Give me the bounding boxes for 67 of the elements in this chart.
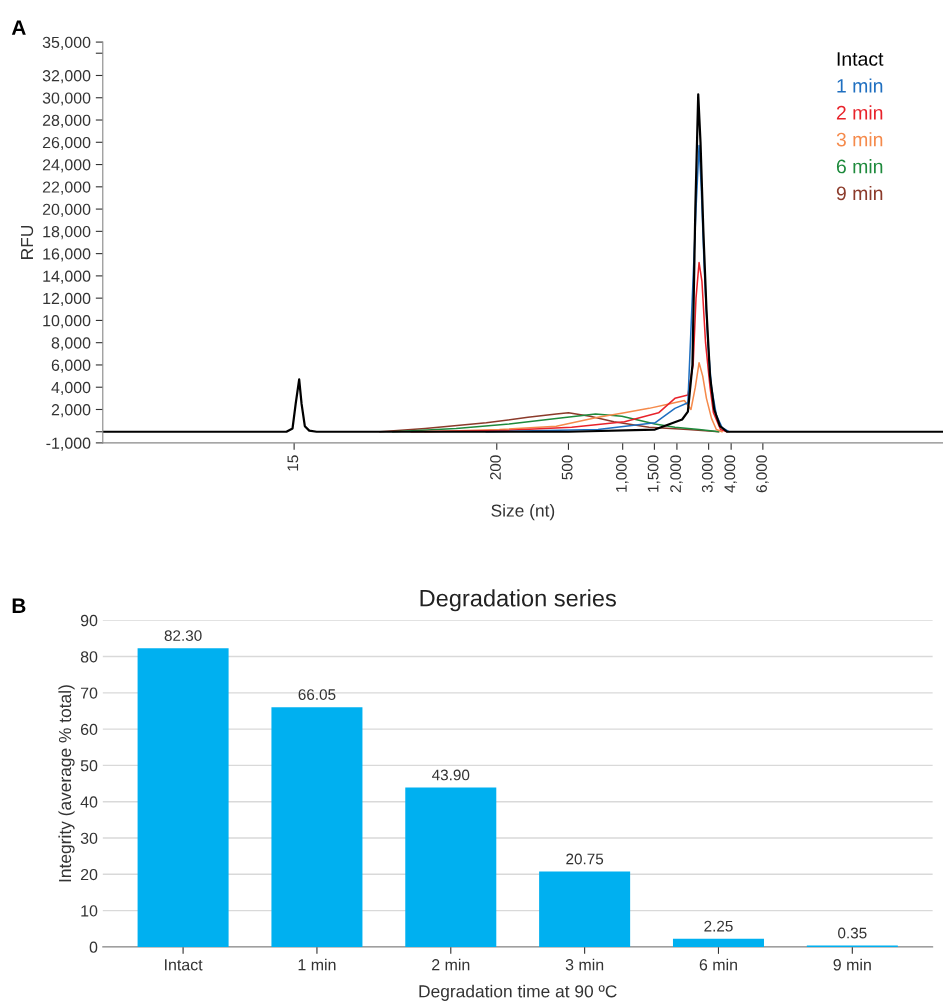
y-tick-label: 12,000 bbox=[43, 292, 91, 306]
y-tick-label: 6,000 bbox=[51, 359, 91, 373]
y-tick-label: 60 bbox=[80, 723, 98, 736]
chart-title: Degradation series bbox=[420, 589, 616, 612]
x-axis-title: Size (nt) bbox=[491, 504, 555, 521]
y-tick-label: 35,000 bbox=[42, 36, 91, 50]
x-tick-label: 3,000 bbox=[701, 455, 715, 493]
x-axis-title: Degradation time at 90 ºC bbox=[419, 984, 617, 1001]
y-tick-label: 20,000 bbox=[42, 203, 91, 217]
y-tick-label: 90 bbox=[80, 614, 98, 627]
y-tick-label: 70 bbox=[80, 687, 98, 699]
x-tick-label: 2 min bbox=[432, 958, 470, 971]
y-tick-label: 80 bbox=[80, 651, 98, 663]
x-tick-label: 15 bbox=[287, 455, 299, 471]
data-label: 2.25 bbox=[704, 920, 733, 932]
y-axis-title: RFU bbox=[21, 225, 34, 259]
bar bbox=[137, 648, 229, 947]
x-tick-label: 200 bbox=[490, 455, 501, 480]
y-tick-label: 22,000 bbox=[42, 181, 91, 195]
data-label: 43.90 bbox=[432, 769, 470, 781]
bar bbox=[539, 871, 631, 947]
y-tick-label: 50 bbox=[80, 760, 98, 772]
y-tick-label: 20 bbox=[80, 868, 98, 881]
text: 6 min bbox=[836, 159, 883, 174]
text: 1 min bbox=[837, 78, 883, 93]
y-tick-label: 40 bbox=[80, 796, 98, 808]
y-tick-label: 24,000 bbox=[42, 159, 91, 173]
x-tick-label: 4,000 bbox=[724, 455, 738, 493]
y-tick-label: 32,000 bbox=[42, 70, 91, 84]
y-tick-label: -1,000 bbox=[46, 437, 91, 451]
y-tick-label: 8,000 bbox=[51, 337, 91, 351]
x-tick-label: 6 min bbox=[699, 958, 737, 971]
y-tick-label: 2,000 bbox=[51, 404, 91, 418]
y-tick-label: 0 bbox=[89, 941, 98, 953]
text: 3 min bbox=[836, 132, 883, 147]
y-tick-label: 28,000 bbox=[42, 114, 91, 128]
y-tick-label: 14,000 bbox=[43, 270, 91, 284]
x-tick-label: 9 min bbox=[833, 958, 871, 971]
y-tick-label: 10,000 bbox=[43, 315, 91, 329]
x-tick-label: 1,000 bbox=[615, 455, 629, 492]
text: A bbox=[11, 20, 26, 35]
y-tick-label: 30,000 bbox=[42, 92, 91, 106]
data-label: 0.35 bbox=[838, 927, 867, 939]
bar bbox=[672, 938, 764, 947]
x-tick-label: Intact bbox=[165, 959, 203, 971]
y-axis-title: Integrity (average % total) bbox=[58, 685, 75, 882]
y-tick-label: 18,000 bbox=[43, 225, 91, 240]
x-tick-label: 1 min bbox=[298, 958, 336, 971]
x-tick-label: 1,500 bbox=[647, 455, 661, 492]
y-tick-label: 30 bbox=[80, 832, 98, 844]
data-label: 66.05 bbox=[298, 689, 336, 700]
data-label: 20.75 bbox=[566, 853, 604, 865]
y-tick-label: 26,000 bbox=[42, 136, 91, 151]
x-tick-label: 6,000 bbox=[756, 455, 769, 493]
x-tick-label: 3 min bbox=[565, 958, 604, 971]
bar bbox=[405, 787, 497, 947]
x-tick-label: 500 bbox=[561, 455, 573, 480]
text: 2 min bbox=[836, 105, 883, 120]
y-tick-label: 4,000 bbox=[51, 381, 91, 396]
text: B bbox=[12, 598, 26, 613]
bar bbox=[271, 707, 363, 947]
text: Intact bbox=[837, 52, 884, 66]
text: 9 min bbox=[836, 185, 883, 201]
y-tick-label: 10 bbox=[81, 905, 98, 917]
y-tick-label: 16,000 bbox=[43, 248, 91, 262]
x-tick-label: 2,000 bbox=[670, 455, 683, 493]
data-label: 82.30 bbox=[164, 630, 202, 641]
